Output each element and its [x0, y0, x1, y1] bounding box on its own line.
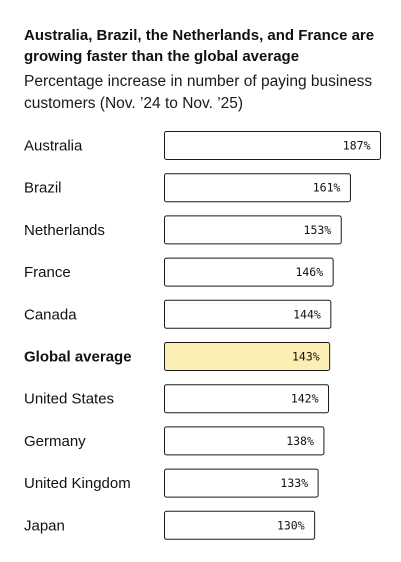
category-label: United States	[24, 391, 114, 408]
value-label: 133%	[280, 476, 308, 490]
category-label: Global average	[24, 349, 132, 366]
category-label: Netherlands	[24, 222, 105, 239]
category-label: Germany	[24, 433, 86, 450]
value-label: 130%	[277, 518, 305, 532]
value-label: 143%	[292, 350, 320, 364]
bar-united-states	[164, 384, 330, 414]
value-label: 161%	[313, 181, 341, 195]
category-label: United Kingdom	[24, 475, 131, 492]
value-label: 144%	[293, 307, 321, 321]
value-label: 153%	[304, 223, 332, 237]
chart-subtitle: Percentage increase in number of paying …	[24, 73, 373, 112]
bar-japan	[164, 510, 316, 540]
value-label: 146%	[295, 265, 323, 279]
bar-global-average	[164, 342, 331, 371]
category-label: Canada	[24, 306, 77, 323]
value-label: 138%	[286, 434, 314, 448]
category-label: Japan	[24, 517, 65, 534]
value-label: 187%	[343, 139, 371, 153]
bar-france	[164, 257, 334, 287]
bar-netherlands	[164, 215, 342, 245]
bar-canada	[164, 299, 332, 329]
bar-germany	[164, 426, 325, 456]
bar-brazil	[164, 173, 351, 203]
chart-title: Australia, Brazil, the Netherlands, and …	[24, 27, 375, 65]
category-label: France	[24, 264, 71, 281]
category-label: Australia	[24, 138, 83, 155]
category-label: Brazil	[24, 180, 62, 197]
bar-australia	[164, 131, 381, 160]
value-label: 142%	[291, 392, 319, 406]
bar-united-kingdom	[164, 468, 319, 498]
